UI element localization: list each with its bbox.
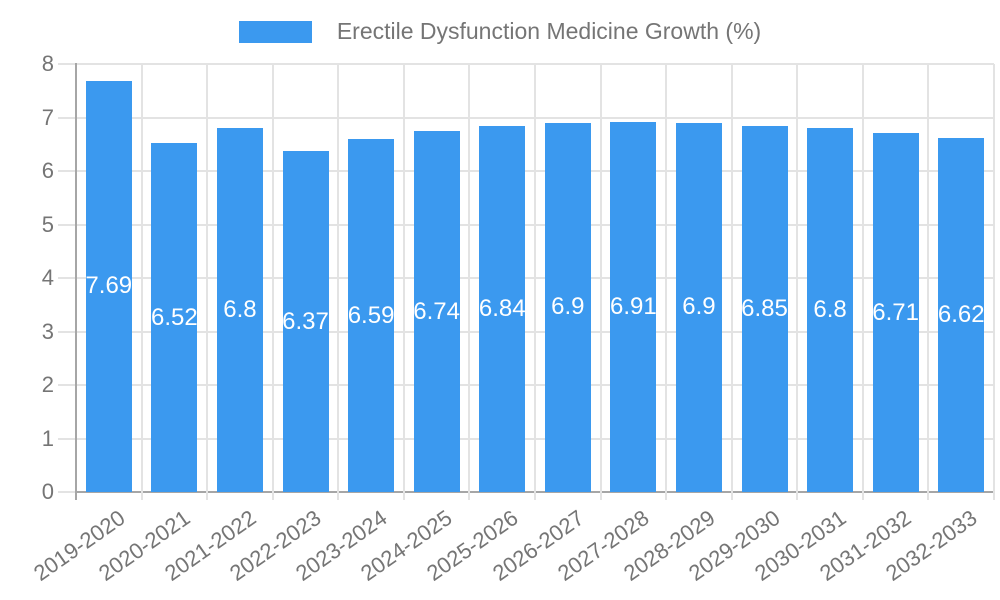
bar[interactable] xyxy=(282,151,329,492)
bar-value-label: 7.69 xyxy=(85,272,133,300)
x-gridline xyxy=(665,64,668,500)
bar[interactable] xyxy=(544,122,591,492)
bar[interactable] xyxy=(938,137,985,492)
bar-value-label: 6.85 xyxy=(741,294,788,322)
y-gridline xyxy=(58,384,994,386)
x-gridline xyxy=(993,64,995,500)
y-tick-label: 7 xyxy=(41,104,54,130)
bar-value-label: 6.62 xyxy=(937,300,985,328)
bar-value-label: 6.9 xyxy=(682,293,716,321)
x-gridline xyxy=(271,64,274,500)
legend: Erectile Dysfunction Medicine Growth (%) xyxy=(0,18,1000,45)
bar[interactable] xyxy=(348,139,395,492)
bar-value-label: 6.74 xyxy=(413,297,460,325)
bar[interactable] xyxy=(610,122,657,492)
bar[interactable] xyxy=(216,128,263,492)
legend-item[interactable]: Erectile Dysfunction Medicine Growth (%) xyxy=(238,18,762,45)
bar-value-label: 6.9 xyxy=(551,293,585,321)
bar-value-label: 6.59 xyxy=(347,301,395,329)
y-tick-label: 0 xyxy=(41,479,54,504)
y-tick-label: 4 xyxy=(41,265,54,290)
bar-value-label: 6.37 xyxy=(282,307,329,335)
bar-value-label: 6.91 xyxy=(609,293,657,321)
y-tick-label: 5 xyxy=(41,211,54,237)
y-tick-label: 8 xyxy=(41,51,54,76)
x-gridline xyxy=(927,64,930,500)
y-gridline xyxy=(58,437,994,440)
bar-value-label: 6.8 xyxy=(223,296,257,324)
x-gridline xyxy=(468,64,471,500)
y-gridline xyxy=(58,277,994,279)
y-axis-line xyxy=(75,63,77,500)
y-gridline xyxy=(58,223,994,226)
x-gridline xyxy=(206,64,209,500)
legend-label: Erectile Dysfunction Medicine Growth (%) xyxy=(336,18,762,44)
bar[interactable] xyxy=(479,126,526,492)
bar[interactable] xyxy=(807,128,854,492)
y-tick-label: 6 xyxy=(41,158,54,183)
bar-value-label: 6.84 xyxy=(478,295,526,323)
y-gridline xyxy=(58,170,994,172)
x-gridline xyxy=(599,64,602,500)
x-gridline xyxy=(140,64,143,500)
bar-value-label: 6.52 xyxy=(150,303,198,331)
y-tick-label: 1 xyxy=(41,425,54,451)
x-gridline xyxy=(861,64,864,500)
bar-value-label: 6.71 xyxy=(872,298,919,326)
y-tick-label: 3 xyxy=(41,318,54,344)
bar[interactable] xyxy=(741,125,788,492)
bar[interactable] xyxy=(675,122,722,492)
y-axis-tick xyxy=(58,491,76,493)
y-tick-label: 2 xyxy=(41,372,54,397)
x-gridline xyxy=(402,64,405,500)
y-gridline xyxy=(58,63,994,65)
x-gridline xyxy=(796,64,799,500)
bar[interactable] xyxy=(872,133,919,492)
y-gridline xyxy=(58,116,994,119)
x-gridline xyxy=(337,64,340,500)
y-gridline xyxy=(58,330,994,333)
bar-value-label: 6.8 xyxy=(813,296,847,324)
bar[interactable] xyxy=(85,80,132,492)
x-gridline xyxy=(730,64,733,500)
bar[interactable] xyxy=(151,143,198,492)
legend-swatch-icon xyxy=(238,20,312,43)
x-gridline xyxy=(534,64,536,500)
bar[interactable] xyxy=(413,131,460,492)
